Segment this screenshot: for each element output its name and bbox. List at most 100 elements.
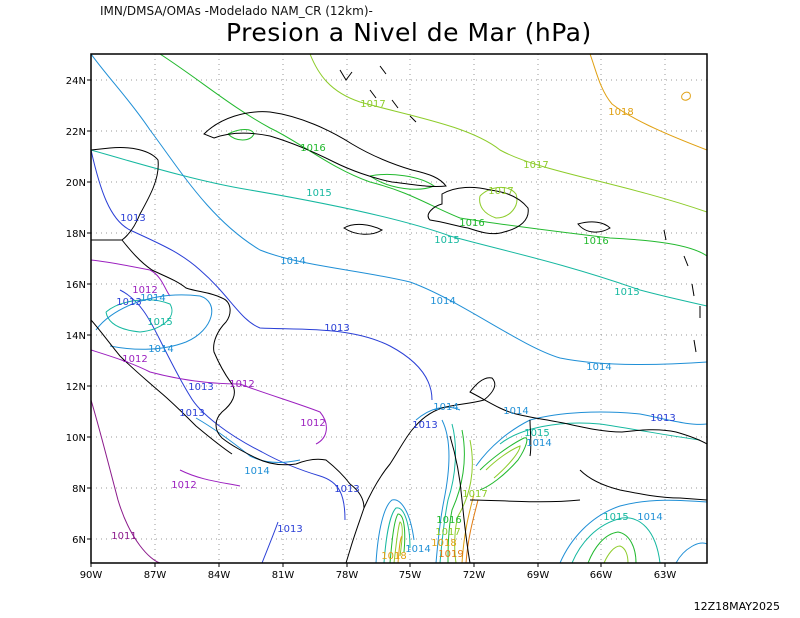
isobar-1018-sa xyxy=(397,535,403,563)
isobar-1014-east xyxy=(559,499,707,563)
isobar-1018-north xyxy=(589,54,707,151)
lat-tick-label: 24N xyxy=(66,76,86,87)
lon-tick-label: 84W xyxy=(208,570,231,581)
isobar-1017-venez xyxy=(485,445,521,479)
isobar-label-1011: 1011 xyxy=(111,531,136,542)
isobar-1012-north xyxy=(91,259,171,297)
map-title: Presion a Nivel de Mar (hPa) xyxy=(226,18,592,47)
isobar-1015-venez xyxy=(499,422,701,445)
isobar-1015-honduras xyxy=(105,299,173,333)
isobar-label-1018: 1018 xyxy=(381,551,406,562)
hispaniola-coast xyxy=(427,186,529,235)
lon-tick-label: 72W xyxy=(463,570,486,581)
isobar-label-1014: 1014 xyxy=(637,512,662,523)
isobar-1015-east xyxy=(571,517,661,563)
isobar-label-1012: 1012 xyxy=(229,379,254,390)
isobar-label-1012: 1012 xyxy=(300,418,325,429)
isobar-label-1013: 1013 xyxy=(188,382,213,393)
isobar-1014-ne-sa xyxy=(435,419,450,563)
lon-tick-label: 87W xyxy=(144,570,167,581)
isobar-label-1014: 1014 xyxy=(433,402,458,413)
isobar-label-1013: 1013 xyxy=(116,297,141,308)
isobar-1014-colombia xyxy=(415,406,461,421)
isobar-label-1014: 1014 xyxy=(244,466,269,477)
isobar-label-1018: 1018 xyxy=(608,107,633,118)
isobar-1018-cell xyxy=(681,91,691,101)
isobar-label-1015: 1015 xyxy=(147,317,172,328)
isobar-label-1014: 1014 xyxy=(526,438,551,449)
isobar-1012-south xyxy=(179,469,241,487)
lon-tick-label: 90W xyxy=(80,570,103,581)
isobar-label-1015: 1015 xyxy=(434,235,459,246)
isobar-label-1013: 1013 xyxy=(179,408,204,419)
isobar-label-1014: 1014 xyxy=(503,406,528,417)
isobar-label-1017: 1017 xyxy=(360,99,385,110)
cuba-coast xyxy=(203,111,447,187)
isobar-1019-ne-sa xyxy=(465,499,479,563)
isobar-label-1012: 1012 xyxy=(132,285,157,296)
isobar-1013-north xyxy=(91,149,433,401)
lon-tick-label: 81W xyxy=(272,570,295,581)
pacific-coast xyxy=(91,319,233,455)
longitude-axis: 90W 87W 84W 81W 78W 75W 72W 69W 66W 63W xyxy=(80,563,676,581)
isobar-label-1012: 1012 xyxy=(171,480,196,491)
isobar-1013-west xyxy=(119,289,346,521)
isobar-label-1013: 1013 xyxy=(334,484,359,495)
isobar-1016-ne-sa xyxy=(447,429,465,563)
lat-tick-label: 20N xyxy=(66,178,86,189)
isobar-label-1013: 1013 xyxy=(324,323,349,334)
isobar-1015-sa xyxy=(383,507,411,563)
isobar-label-1017: 1017 xyxy=(488,186,513,197)
south-america-coast xyxy=(363,377,707,509)
lat-tick-label: 8N xyxy=(72,484,86,495)
isobar-1014-east-cell xyxy=(675,542,707,563)
isobar-1015-ne-sa xyxy=(439,423,456,563)
isobar-label-1013: 1013 xyxy=(277,524,302,535)
isobar-label-1014: 1014 xyxy=(586,362,611,373)
isobar-1014-venez xyxy=(475,411,707,467)
isobar-label-1013: 1013 xyxy=(650,413,675,424)
lon-tick-label: 75W xyxy=(399,570,422,581)
isobar-label-1015: 1015 xyxy=(614,287,639,298)
isobar-1011 xyxy=(91,399,161,563)
isobar-1015 xyxy=(91,149,707,307)
isobar-1014-honduras xyxy=(95,294,213,350)
lat-tick-label: 6N xyxy=(72,535,86,546)
lon-tick-label: 69W xyxy=(527,570,550,581)
coastlines xyxy=(91,65,707,563)
lesser-antilles xyxy=(663,229,701,353)
country-border xyxy=(449,435,581,563)
lat-tick-label: 18N xyxy=(66,229,86,240)
valid-time-stamp: 12Z18MAY2025 xyxy=(693,600,780,613)
isobar-1018-ne-sa xyxy=(461,493,475,563)
isobar-1017-sa xyxy=(393,521,403,563)
isobar-label-1013: 1013 xyxy=(120,213,145,224)
isobar-label-1016: 1016 xyxy=(300,143,325,154)
lat-tick-label: 16N xyxy=(66,280,86,291)
isobar-1016-east xyxy=(587,531,637,563)
isobar-label-1015: 1015 xyxy=(603,512,628,523)
isobar-label-1014: 1014 xyxy=(430,296,455,307)
lat-tick-label: 22N xyxy=(66,127,86,138)
lat-tick-label: 10N xyxy=(66,433,86,444)
isobar-1017-hispaniola xyxy=(479,187,518,219)
isobar-1014 xyxy=(91,54,707,366)
isobar-label-1015: 1015 xyxy=(306,188,331,199)
isobar-1017-north xyxy=(309,54,707,213)
model-source-label: IMN/DMSA/OMAs -Modelado NAM_CR (12km)- xyxy=(100,4,373,18)
isobar-label-1014: 1014 xyxy=(280,256,305,267)
isobar-label-1015: 1015 xyxy=(524,428,549,439)
lon-tick-label: 66W xyxy=(590,570,613,581)
isobar-label-1012: 1012 xyxy=(122,354,147,365)
lat-tick-label: 12N xyxy=(66,382,86,393)
central-america-coast xyxy=(91,147,365,563)
isobar-label-1016: 1016 xyxy=(583,236,608,247)
isobar-1012-central xyxy=(91,349,327,445)
isobar-1016-venez xyxy=(479,437,528,491)
isobars xyxy=(91,54,707,563)
jamaica-coast xyxy=(343,223,384,235)
latitude-axis: 24N 22N 20N 18N 16N 14N 12N 10N 8N 6N xyxy=(66,76,91,546)
isobar-1016-sa xyxy=(389,513,406,563)
